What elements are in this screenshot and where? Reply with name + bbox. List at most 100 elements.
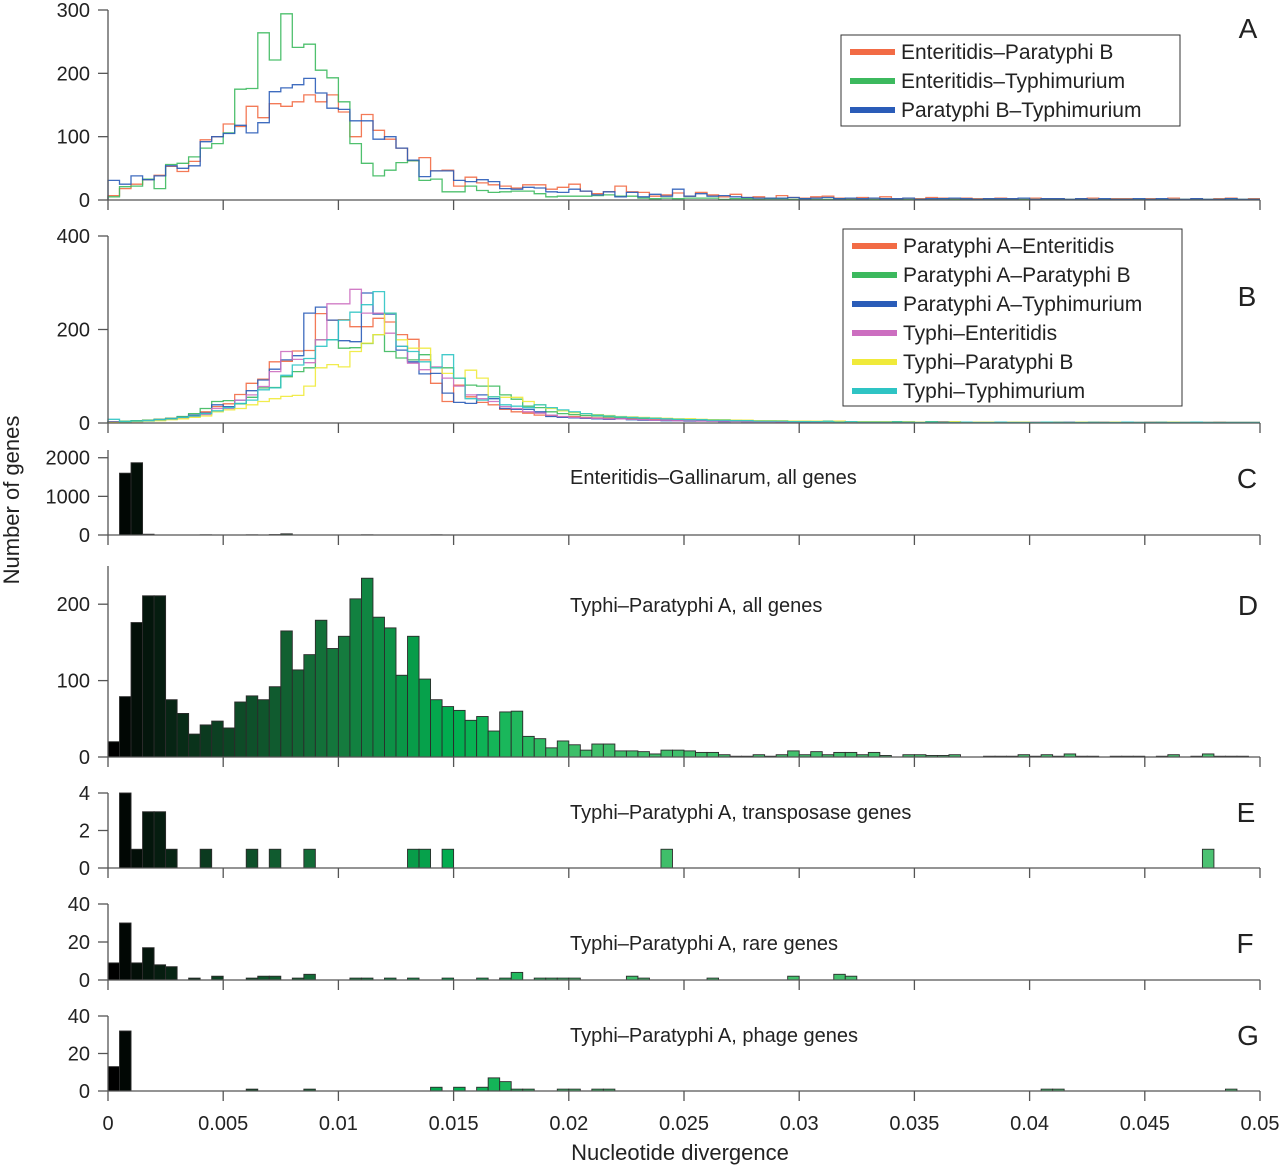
histogram-bar (384, 627, 397, 758)
y-tick-label: 20 (68, 1044, 90, 1066)
x-tick-label: 0.05 (1241, 1113, 1280, 1135)
histogram-bar (441, 848, 455, 869)
histogram-bar (418, 678, 432, 758)
histogram-bar (142, 595, 155, 758)
histogram-bar (499, 1081, 512, 1092)
x-tick-label: 0.025 (659, 1113, 709, 1135)
histogram-bar (683, 750, 696, 758)
histogram-bar (579, 749, 593, 758)
histogram-bar (430, 699, 443, 758)
histogram-bar (211, 720, 224, 758)
histogram-bar (787, 750, 800, 758)
x-tick-label: 0.03 (780, 1113, 819, 1135)
histogram-bar (119, 696, 132, 758)
histogram-bar (314, 619, 328, 758)
histogram-bar (360, 577, 374, 758)
y-tick-label: 300 (57, 0, 90, 22)
panel-c: 0 1000 2000 (46, 448, 1261, 547)
histogram-bar (119, 792, 132, 869)
histogram-bar (165, 848, 178, 869)
histogram-bar (867, 751, 881, 758)
series-line (107, 290, 1260, 424)
histogram-bar (268, 848, 282, 869)
panel-letter-a: A (1239, 13, 1258, 44)
histogram-bar (165, 966, 178, 981)
histogram-bar (165, 699, 178, 758)
panel-letter-g: G (1237, 1020, 1259, 1051)
histogram-bar (107, 741, 120, 758)
histogram-bar (142, 811, 155, 869)
annotation-f: Typhi–Paratyphi A, rare genes (570, 933, 838, 955)
y-tick-label: 0 (79, 413, 90, 435)
y-tick-label: 0 (79, 747, 90, 769)
histogram-bar (372, 616, 385, 758)
histogram-bar (199, 724, 213, 758)
histogram-bar (464, 719, 478, 758)
histogram-bar (303, 973, 316, 981)
histogram-bar (833, 973, 846, 981)
legend-label: Enteritidis–Paratyphi B (901, 41, 1113, 64)
y-tick-label: 2 (79, 821, 90, 843)
histogram-bar (844, 751, 858, 758)
series-line (107, 77, 1260, 201)
panel-letter-b: B (1238, 281, 1257, 312)
histogram-bar (130, 848, 144, 869)
x-axis-title: Nucleotide divergence (571, 1140, 789, 1165)
y-tick-label: 1000 (46, 486, 91, 508)
panel-letter-d: D (1238, 590, 1258, 621)
x-tick-label: 0 (102, 1113, 113, 1135)
histogram-bar (280, 630, 293, 758)
histogram-bar (130, 462, 144, 536)
histogram-bar (487, 1077, 501, 1092)
histogram-bar (407, 848, 420, 869)
x-tick-label: 0.005 (198, 1113, 248, 1135)
histogram-bar (234, 701, 247, 758)
annotation-d: Typhi–Paratyphi A, all genes (570, 595, 822, 617)
panel-e: 0 2 4 (79, 783, 1261, 880)
histogram-bar (153, 595, 167, 758)
y-tick-label: 0 (79, 1081, 90, 1103)
y-tick-label: 100 (57, 671, 90, 693)
histogram-bar (245, 848, 259, 869)
histogram-bar (487, 730, 501, 758)
histogram-bar (1201, 848, 1215, 869)
histogram-bar (568, 744, 581, 758)
histogram-bar (188, 733, 201, 758)
y-tick-label: 0 (79, 970, 90, 992)
histogram-bar (303, 848, 316, 869)
panels: 0100200300020040001000200001002000240204… (46, 0, 1280, 1135)
histogram-bar (833, 751, 846, 758)
x-tick-label: 0.04 (1010, 1113, 1049, 1135)
panel-letter-c: C (1237, 463, 1257, 494)
y-tick-label: 100 (57, 127, 90, 149)
histogram-bar (119, 922, 132, 981)
histogram-bar (545, 747, 558, 758)
legend-label: Enteritidis–Typhimurium (901, 70, 1125, 93)
histogram-bar (303, 654, 316, 758)
histogram-bar (407, 635, 420, 758)
histogram-bar (614, 750, 627, 758)
x-tick-label: 0.045 (1120, 1113, 1170, 1135)
histogram-bar (130, 962, 144, 981)
y-tick-label: 40 (68, 1006, 90, 1028)
panel-f: 0 20 40 (68, 894, 1261, 992)
histogram-bar (556, 740, 570, 758)
histogram-bar (660, 848, 673, 869)
histogram-bar (107, 962, 120, 981)
legend-label: Typhi–Typhimurium (903, 380, 1085, 403)
histogram-bar (418, 848, 432, 869)
histogram-bar (637, 751, 650, 758)
histogram-bar (153, 811, 167, 869)
panel-g: 0 20 40 0 0.005 0.01 0.015 0.02 0.025 0.03 0.035 0.… (68, 1006, 1280, 1135)
histogram-bar (107, 1066, 120, 1092)
histogram-bar (119, 1030, 132, 1092)
annotation-c: Enteritidis–Gallinarum, all genes (570, 467, 857, 489)
histogram-bar (119, 472, 132, 536)
y-tick-label: 40 (68, 894, 90, 916)
histogram-bar (245, 695, 259, 758)
annotation-g: Typhi–Paratyphi A, phage genes (570, 1025, 858, 1047)
histogram-bar (510, 971, 524, 981)
histogram-bar (706, 751, 720, 758)
histogram-bar (153, 964, 167, 981)
x-tick-label: 0.01 (319, 1113, 358, 1135)
